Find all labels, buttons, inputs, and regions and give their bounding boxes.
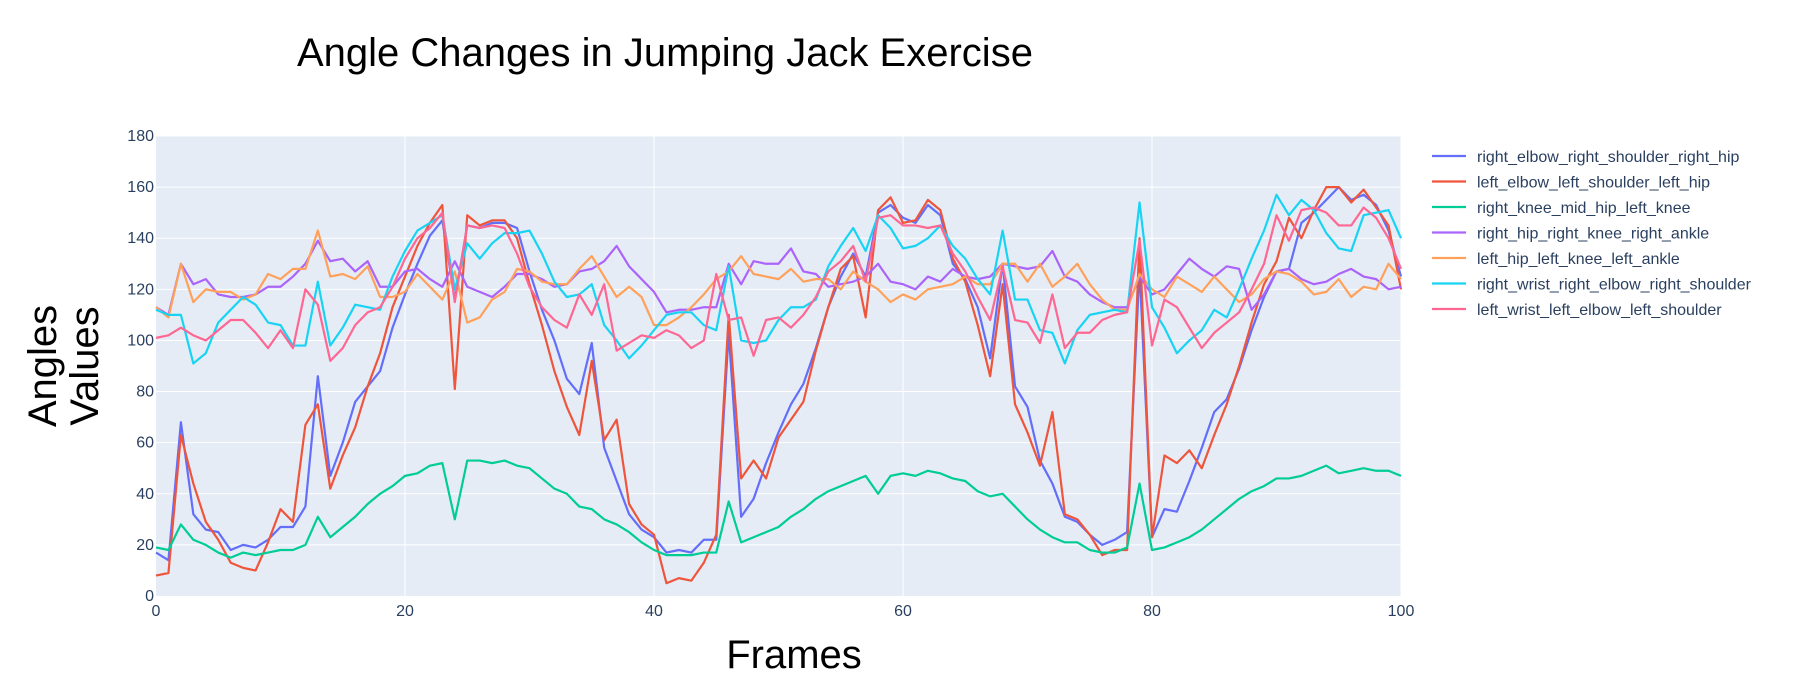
series-line-right_wrist_right_elbow_right_shoulder <box>155 193 1403 365</box>
series-line-right_hip_right_knee_right_ankle <box>155 239 1402 316</box>
y-axis-ticks: 0 20 40 60 80 100 120 140 160 180 <box>127 128 154 605</box>
svg-text:AnglesValues: AnglesValues <box>21 305 107 427</box>
legend-label: right_elbow_right_shoulder_right_hip <box>1477 149 1740 166</box>
y-tick-label: 120 <box>127 281 154 298</box>
x-tick-label: 60 <box>894 603 912 620</box>
x-axis-ticks: 0 20 40 60 80 100 <box>152 603 1415 620</box>
grid-lines <box>156 135 1402 596</box>
y-tick-label: 60 <box>136 435 154 452</box>
legend-label: left_wrist_left_elbow_left_shoulder <box>1477 302 1722 319</box>
legend-label: right_hip_right_knee_right_ankle <box>1477 226 1709 243</box>
y-tick-label: 20 <box>136 537 154 554</box>
series-line-right_knee_mid_hip_left_knee <box>155 459 1402 559</box>
chart-title: Angle Changes in Jumping Jack Exercise <box>297 31 1033 75</box>
y-axis-title: AnglesValues <box>21 305 107 427</box>
plot-area <box>156 136 1401 596</box>
y-tick-label: 180 <box>127 128 154 145</box>
legend[interactable]: right_elbow_right_shoulder_right_hipleft… <box>1432 149 1752 319</box>
legend-item[interactable]: right_wrist_right_elbow_right_shoulder <box>1432 277 1752 294</box>
series-line-left_wrist_left_elbow_left_shoulder <box>155 206 1403 362</box>
series-line-right_elbow_right_shoulder_right_hip <box>155 186 1403 562</box>
legend-label: left_hip_left_knee_left_ankle <box>1477 251 1680 268</box>
legend-item[interactable]: right_knee_mid_hip_left_knee <box>1432 200 1691 217</box>
x-tick-label: 40 <box>645 603 663 620</box>
legend-label: right_knee_mid_hip_left_knee <box>1477 200 1691 217</box>
x-tick-label: 0 <box>152 603 161 620</box>
x-tick-label: 80 <box>1143 603 1161 620</box>
x-tick-label: 20 <box>396 603 414 620</box>
legend-item[interactable]: right_hip_right_knee_right_ankle <box>1432 226 1709 243</box>
legend-item[interactable]: left_hip_left_knee_left_ankle <box>1432 251 1680 268</box>
y-axis-title-line: Angles <box>21 305 65 427</box>
legend-label: right_wrist_right_elbow_right_shoulder <box>1477 277 1752 294</box>
y-tick-label: 0 <box>145 588 154 605</box>
y-tick-label: 140 <box>127 230 154 247</box>
series-line-left_elbow_left_shoulder_left_hip <box>155 186 1403 585</box>
legend-item[interactable]: left_elbow_left_shoulder_left_hip <box>1432 175 1710 192</box>
legend-label: left_elbow_left_shoulder_left_hip <box>1477 175 1710 192</box>
x-tick-label: 100 <box>1388 603 1415 620</box>
series-line-left_hip_left_knee_left_ankle <box>155 229 1402 327</box>
y-tick-label: 160 <box>127 179 154 196</box>
x-axis-title: Frames <box>726 633 862 677</box>
y-tick-label: 40 <box>136 486 154 503</box>
y-axis-title-line: Values <box>63 306 107 425</box>
series-lines <box>155 186 1403 585</box>
legend-item[interactable]: left_wrist_left_elbow_left_shoulder <box>1432 302 1722 319</box>
legend-item[interactable]: right_elbow_right_shoulder_right_hip <box>1432 149 1740 166</box>
y-tick-label: 100 <box>127 332 154 349</box>
y-tick-label: 80 <box>136 384 154 401</box>
